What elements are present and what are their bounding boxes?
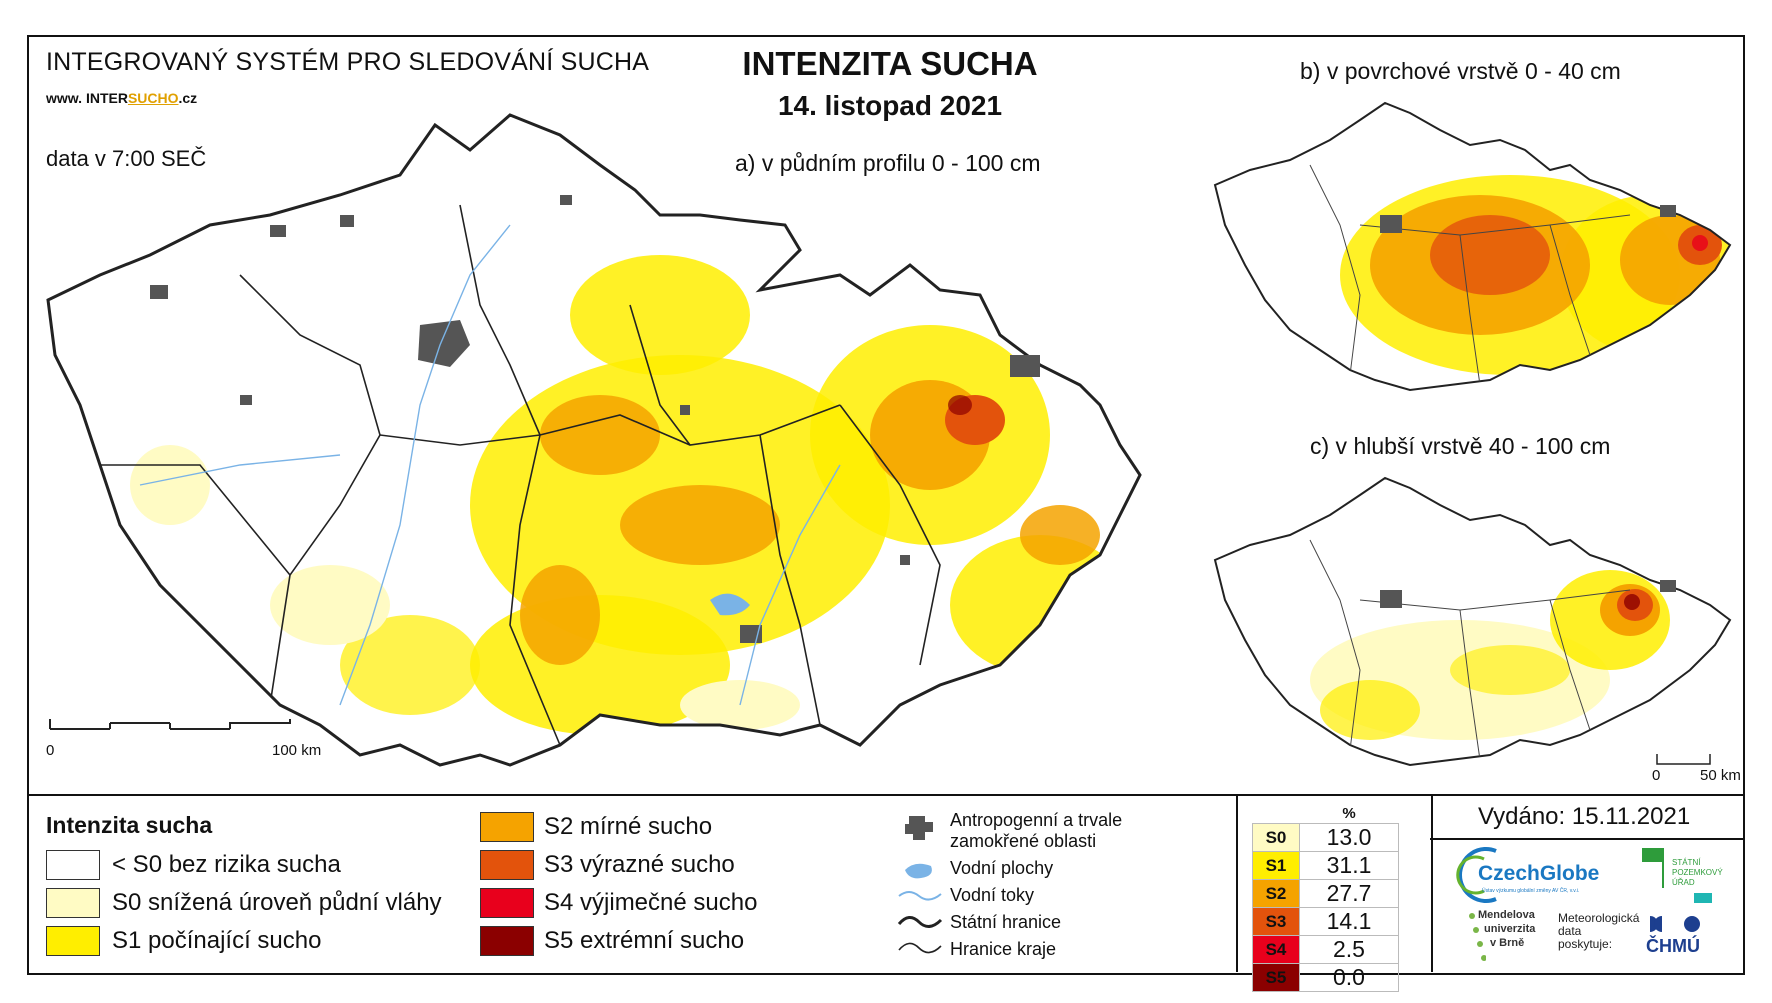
legend-swatch-s3 xyxy=(480,850,534,880)
map-title: INTENZITA SUCHA xyxy=(742,45,1038,82)
chmu-logo-text: ČHMÚ xyxy=(1646,936,1700,956)
symbol-legend-icons xyxy=(897,816,943,954)
data-time-note: data v 7:00 SEČ xyxy=(46,146,207,171)
spu-logo-icon xyxy=(1642,848,1662,862)
legend-swatch-s5 xyxy=(480,926,534,956)
symbol-label-urban: Antropogenní a trvale zamokřené oblasti xyxy=(950,810,1123,851)
czechglobe-logo-subtitle: Ústav výzkumu globální změny AV ČR, v.v.… xyxy=(1482,888,1580,894)
legend-label-s4: S4 výjimečné sucho xyxy=(544,889,758,916)
table-row: S1 31.1 xyxy=(1252,851,1399,880)
legend-swatch-s0 xyxy=(46,888,100,918)
system-title: INTEGROVANÝ SYSTÉM PRO SLEDOVÁNÍ SUCHA xyxy=(46,48,650,76)
table-row: S4 2.5 xyxy=(1252,935,1399,964)
issued-date: Vydáno: 15.11.2021 xyxy=(1478,803,1691,830)
state-border-icon xyxy=(897,916,943,928)
legend-swatch-no-risk xyxy=(46,850,100,880)
map-b-caption: b) v povrchové vrstvě 0 - 40 cm xyxy=(1300,58,1621,84)
main-drought-map xyxy=(46,113,1142,767)
scale-c-start: 0 xyxy=(1652,767,1661,784)
scale-a-start: 0 xyxy=(46,742,55,759)
chmu-logo-icon xyxy=(1650,916,1700,932)
stats-box xyxy=(1236,796,1433,972)
deep-layer-map xyxy=(1213,476,1732,767)
meteo-data-credit: Meteorologická data poskytuje: xyxy=(1558,911,1640,951)
river-icon xyxy=(898,891,942,901)
stats-table: % S0 13.0 S1 31.1 S2 27.7 S3 14.1 S4 2.5 S5 0.… xyxy=(1252,803,1399,992)
map-date: 14. listopad 2021 xyxy=(777,90,1003,121)
spu-logo-bar xyxy=(1662,848,1672,888)
legend-label-s2: S2 mírné sucho xyxy=(544,813,713,840)
table-row: S2 27.7 xyxy=(1252,879,1399,908)
surface-layer-map xyxy=(1213,101,1732,392)
map-c-caption: c) v hlubší vrstvě 40 - 100 cm xyxy=(1310,433,1611,459)
legend-label-s5: S5 extrémní sucho xyxy=(544,927,745,954)
legend-label-s3: S3 výrazné sucho xyxy=(544,851,735,878)
water-body-icon xyxy=(905,863,932,879)
scale-bar-a xyxy=(49,719,291,730)
czechglobe-logo-text: CzechGlobe xyxy=(1478,862,1600,885)
spu-logo-accent xyxy=(1694,893,1712,903)
legend-separator xyxy=(27,794,1745,796)
legend-swatch-s4 xyxy=(480,888,534,918)
legend-label-s0: S0 snížená úroveň půdní vláhy xyxy=(112,889,442,916)
issued-divider xyxy=(1430,838,1745,840)
mendelu-logo-icon xyxy=(1469,913,1486,961)
legend-label-s1: S1 počínající sucho xyxy=(112,927,322,954)
legend-title: Intenzita sucha xyxy=(46,812,213,838)
czechglobe-logo-icon xyxy=(1456,847,1497,903)
scale-c-end: 50 km xyxy=(1700,767,1741,784)
symbol-label-region-border: Hranice kraje xyxy=(950,939,1057,959)
region-border-icon xyxy=(898,942,942,954)
scale-a-end: 100 km xyxy=(272,742,322,759)
prague-area xyxy=(418,320,470,367)
legend-swatch-s2 xyxy=(480,812,534,842)
symbol-label-water: Vodní plochy xyxy=(950,858,1054,878)
scale-bar-c xyxy=(1656,754,1711,765)
stats-header: % xyxy=(1342,804,1356,822)
table-row: S0 13.0 xyxy=(1252,823,1399,852)
table-row: S5 0.0 xyxy=(1252,963,1399,992)
spu-logo-text: STÁTNÍ POZEMKOVÝ ÚŘAD xyxy=(1672,858,1723,887)
mendelu-logo-text: Mendelova univerzita v Brně xyxy=(1478,909,1536,949)
symbol-label-rivers: Vodní toky xyxy=(950,885,1035,905)
urban-area-icon xyxy=(905,816,933,840)
map-a-caption: a) v půdním profilu 0 - 100 cm xyxy=(735,150,1041,176)
legend-label-no-risk: < S0 bez rizika sucha xyxy=(112,851,341,878)
table-row: S3 14.1 xyxy=(1252,907,1399,936)
website-link[interactable]: www. INTERSUCHO.cz xyxy=(46,90,198,106)
symbol-label-state-border: Státní hranice xyxy=(950,912,1062,932)
legend-swatch-s1 xyxy=(46,926,100,956)
